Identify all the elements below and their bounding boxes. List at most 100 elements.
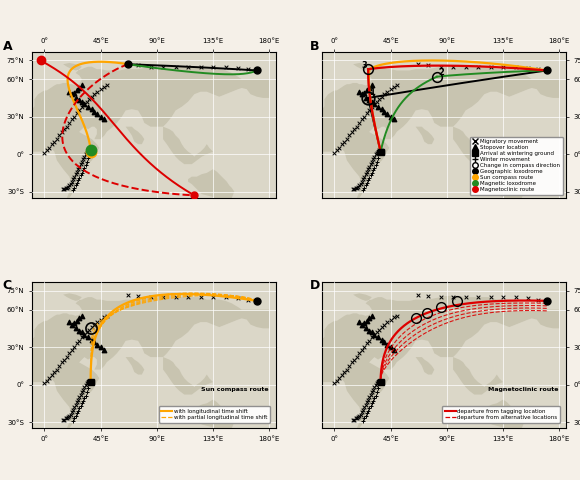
Point: [82, 328, 92, 336]
Point: [72, 317, 82, 324]
Point: [486, 293, 495, 301]
Point: [358, 175, 368, 183]
Point: [61, 184, 70, 192]
Point: [448, 293, 458, 301]
Point: [374, 333, 383, 341]
Point: [365, 163, 374, 170]
Polygon shape: [188, 399, 234, 432]
Point: [76, 171, 85, 179]
Polygon shape: [163, 357, 213, 395]
Point: [374, 103, 383, 110]
Point: [368, 167, 378, 174]
Text: 2: 2: [438, 69, 444, 77]
Point: [330, 380, 339, 387]
Point: [368, 386, 378, 394]
Point: [367, 312, 376, 320]
Point: [100, 83, 109, 91]
Point: [372, 328, 382, 336]
Point: [390, 346, 399, 353]
Point: [369, 100, 379, 108]
Point: [87, 336, 96, 343]
Point: [208, 293, 218, 301]
Polygon shape: [453, 357, 503, 395]
Point: [74, 177, 83, 184]
Point: [244, 65, 253, 73]
Point: [368, 397, 378, 405]
Point: [360, 343, 369, 351]
Point: [70, 89, 79, 97]
Text: C: C: [3, 279, 12, 292]
Point: [367, 333, 376, 341]
Point: [67, 90, 77, 98]
Point: [133, 61, 143, 69]
Point: [375, 148, 384, 156]
Point: [414, 291, 423, 299]
Point: [72, 168, 82, 176]
Point: [62, 414, 71, 422]
Point: [92, 341, 101, 348]
Point: [376, 377, 385, 384]
Point: [342, 366, 351, 373]
Point: [183, 63, 193, 71]
Point: [60, 416, 69, 423]
Point: [386, 85, 395, 93]
Point: [386, 343, 395, 351]
Point: [364, 396, 373, 403]
Point: [96, 85, 105, 93]
Point: [252, 297, 262, 305]
Point: [90, 321, 99, 328]
Point: [423, 292, 433, 300]
Point: [375, 146, 384, 154]
Point: [221, 63, 230, 71]
Point: [59, 185, 68, 193]
Point: [365, 314, 374, 322]
Point: [382, 88, 392, 96]
Point: [55, 362, 64, 370]
Point: [511, 293, 520, 301]
Point: [380, 338, 389, 346]
Polygon shape: [312, 63, 559, 198]
Point: [362, 398, 372, 406]
Point: [375, 378, 384, 386]
Point: [72, 86, 82, 94]
Point: [375, 96, 384, 103]
Text: 1: 1: [369, 88, 375, 97]
Point: [372, 380, 382, 387]
Point: [351, 184, 360, 192]
Point: [534, 296, 543, 303]
Point: [85, 146, 94, 154]
Point: [86, 148, 95, 156]
Point: [372, 158, 382, 166]
Point: [362, 109, 372, 117]
Point: [79, 100, 89, 108]
Text: D: D: [310, 279, 320, 292]
Point: [65, 119, 74, 127]
Point: [79, 100, 89, 108]
Point: [79, 383, 89, 391]
Point: [146, 63, 155, 71]
Point: [77, 98, 86, 106]
Point: [377, 105, 386, 113]
Point: [369, 395, 379, 402]
Point: [60, 185, 69, 193]
Point: [367, 158, 376, 166]
Point: [352, 123, 361, 131]
Point: [392, 82, 401, 89]
Point: [82, 388, 92, 396]
Point: [374, 154, 383, 162]
Point: [62, 184, 71, 192]
Point: [357, 178, 367, 185]
Point: [377, 93, 386, 100]
Point: [85, 148, 94, 156]
Point: [76, 160, 85, 168]
Point: [345, 362, 354, 370]
Point: [82, 158, 92, 166]
Point: [376, 146, 385, 154]
Text: A: A: [3, 40, 12, 53]
Point: [368, 156, 378, 163]
Point: [63, 183, 72, 191]
Point: [50, 138, 59, 145]
Point: [81, 150, 90, 158]
Point: [70, 403, 79, 411]
Point: [332, 146, 342, 154]
